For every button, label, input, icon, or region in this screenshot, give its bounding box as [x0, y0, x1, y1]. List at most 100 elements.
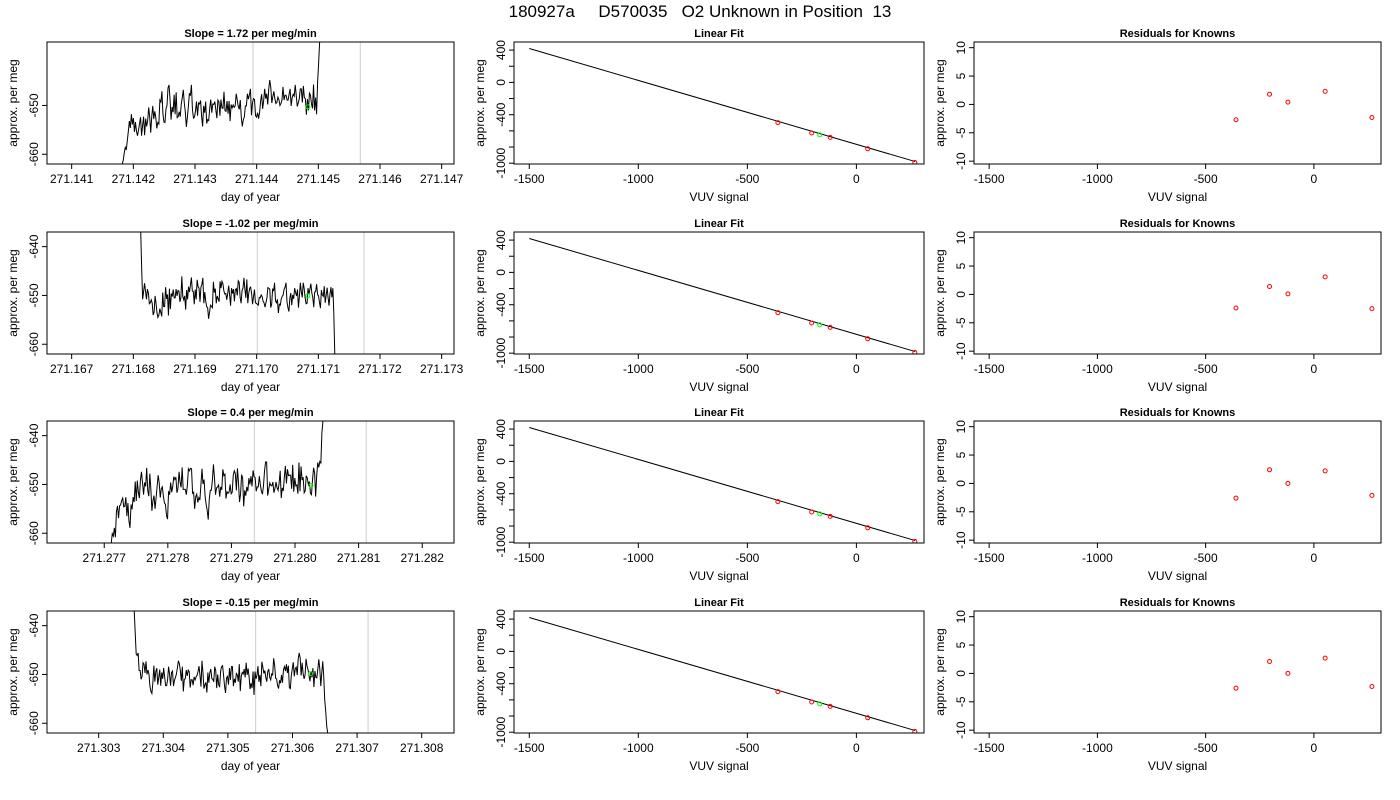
plot-frame	[513, 610, 925, 734]
x-tick-label: -1000	[1082, 362, 1113, 376]
y-tick-label: -1000	[494, 148, 508, 179]
plot-frame	[973, 231, 1382, 355]
x-tick-label: -500	[1194, 172, 1218, 186]
panel-r3-fit: Linear Fit -1500 -1000 -500 0 400 0 -400 -1000 VU…	[473, 407, 925, 583]
y-tick-label: 5	[954, 262, 968, 269]
x-tick-label: 271.145	[297, 172, 341, 186]
plot-frame	[46, 420, 455, 544]
x-axis-label: day of year	[221, 190, 280, 204]
trace-line	[140, 232, 336, 354]
x-tick-label: 0	[1311, 362, 1318, 376]
y-tick-label: 0	[954, 291, 968, 298]
x-axis-label: VUV signal	[1148, 759, 1207, 773]
panel-r3-time: Slope = 0.4 per meg/min 271.277 271.278 271…	[6, 407, 455, 583]
y-tick-label: -650	[27, 93, 41, 117]
plot-area	[140, 232, 365, 354]
panel-title: Linear Fit	[694, 28, 744, 40]
residual-point	[1267, 659, 1273, 665]
residual-point	[1369, 492, 1375, 498]
plot-area	[529, 426, 918, 543]
x-tick-label: 271.142	[112, 172, 156, 186]
panel-r4-fit: Linear Fit -1500 -1000 -500 0 400 0 -400 -1000 VU…	[473, 597, 925, 773]
x-tick-label: -1500	[974, 741, 1005, 755]
fit-line	[529, 616, 916, 732]
x-tick-label: -500	[735, 172, 759, 186]
plot-frame	[513, 231, 925, 355]
plot-frame	[513, 420, 925, 544]
y-tick-label: 0	[494, 458, 508, 465]
residual-point	[1322, 88, 1328, 94]
plot-area	[121, 42, 361, 164]
y-tick-label: -640	[27, 234, 41, 258]
x-tick-label: -500	[735, 362, 759, 376]
trace-line	[121, 42, 321, 164]
residual-point	[1285, 291, 1291, 297]
panel-r3-resid: Residuals for Knowns -1500 -1000 -500 0 10 5 0 -…	[933, 407, 1382, 583]
residual-point	[1285, 480, 1291, 486]
y-axis-label: approx. per meg	[933, 59, 947, 146]
known-point	[775, 310, 781, 316]
known-point	[912, 159, 918, 164]
plot-area	[529, 237, 918, 354]
y-axis-label: approx. per meg	[6, 438, 20, 525]
y-tick-label: -5	[954, 127, 968, 138]
x-tick-label: -1500	[514, 362, 545, 376]
x-axis-label: VUV signal	[1148, 190, 1207, 204]
x-tick-label: -1000	[1082, 172, 1113, 186]
y-axis-label: approx. per meg	[6, 249, 20, 336]
x-tick-label: 271.279	[210, 551, 254, 565]
y-tick-label: -400	[494, 671, 508, 695]
known-point	[827, 134, 833, 140]
x-tick-label: 271.141	[50, 172, 94, 186]
x-tick-label: 271.172	[358, 362, 402, 376]
panel-r1-resid: Residuals for Knowns -1500 -1000 -500 0 10 5 0 -…	[933, 28, 1382, 204]
x-tick-label: -500	[735, 741, 759, 755]
known-point	[827, 324, 833, 330]
known-point	[809, 509, 815, 515]
panel-title: Residuals for Knowns	[1120, 28, 1236, 40]
x-tick-label: 271.143	[173, 172, 217, 186]
y-tick-label: -400	[494, 481, 508, 505]
panel-title: Residuals for Knowns	[1120, 407, 1236, 419]
panel-title: Slope = 0.4 per meg/min	[187, 407, 314, 419]
y-tick-label: -640	[27, 613, 41, 637]
x-tick-label: -1000	[1082, 551, 1113, 565]
x-tick-label: 271.167	[50, 362, 94, 376]
x-tick-label: 271.169	[173, 362, 217, 376]
panel-r4-time: Slope = -0.15 per meg/min 271.303 271.304 2…	[6, 597, 455, 773]
y-tick-label: -660	[27, 711, 41, 735]
x-tick-label: 271.278	[146, 551, 190, 565]
known-point	[865, 715, 871, 721]
residual-point	[1233, 305, 1239, 311]
plot-area	[1233, 274, 1375, 312]
residual-point	[1322, 274, 1328, 280]
known-point	[775, 689, 781, 695]
residual-point	[1233, 685, 1239, 691]
plot-area	[1233, 467, 1375, 501]
x-tick-label: -500	[1194, 551, 1218, 565]
plot-area	[529, 616, 918, 733]
unknown-point	[817, 132, 823, 138]
x-axis-label: VUV signal	[1148, 569, 1207, 583]
y-tick-label: -650	[27, 472, 41, 496]
residual-point	[1369, 683, 1375, 689]
residual-point	[1267, 91, 1273, 97]
panel-title: Linear Fit	[694, 407, 744, 419]
y-tick-label: -10	[954, 721, 968, 739]
y-tick-label: 0	[494, 269, 508, 276]
y-tick-label: -10	[954, 342, 968, 360]
y-tick-label: 0	[494, 648, 508, 655]
x-tick-label: 271.306	[271, 741, 315, 755]
y-tick-label: -5	[954, 317, 968, 328]
fit-line	[529, 47, 916, 163]
y-tick-label: 400	[494, 419, 508, 439]
y-tick-label: 0	[954, 670, 968, 677]
plot-frame	[46, 231, 455, 355]
x-tick-label: 0	[1311, 172, 1318, 186]
y-tick-label: 5	[954, 641, 968, 648]
fit-line	[529, 237, 916, 353]
y-tick-label: -1000	[494, 717, 508, 748]
x-tick-label: 271.304	[142, 741, 186, 755]
y-axis-label: approx. per meg	[933, 438, 947, 525]
y-tick-label: 0	[954, 480, 968, 487]
